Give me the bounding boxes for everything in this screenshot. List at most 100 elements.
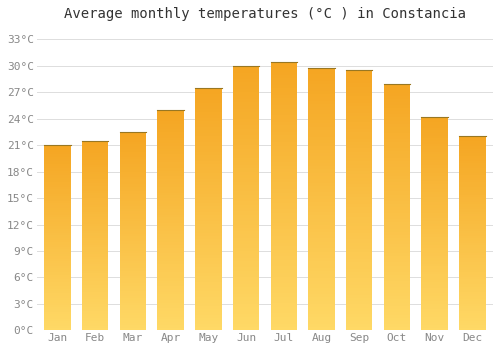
Bar (459, 158, 485, 161)
Bar (158, 118, 184, 121)
Bar (233, 86, 259, 89)
Bar (384, 161, 410, 164)
Bar (346, 252, 372, 256)
Bar (233, 297, 259, 301)
Bar (346, 298, 372, 301)
Bar (270, 72, 297, 75)
Bar (270, 320, 297, 323)
Bar (233, 188, 259, 191)
Bar (422, 173, 448, 176)
Bar (308, 245, 334, 248)
Bar (270, 314, 297, 317)
Bar (233, 317, 259, 320)
Bar (422, 224, 448, 226)
Bar (195, 188, 222, 191)
Bar (270, 112, 297, 115)
Bar (459, 316, 485, 318)
Bar (195, 139, 222, 142)
Bar (158, 132, 184, 135)
Bar (422, 146, 448, 149)
Bar (82, 326, 108, 328)
Bar (82, 217, 108, 219)
Bar (120, 266, 146, 268)
Bar (120, 236, 146, 239)
Bar (459, 231, 485, 233)
Bar (422, 133, 448, 136)
Bar (44, 194, 70, 196)
Bar (459, 299, 485, 301)
Bar (44, 249, 70, 252)
Bar (308, 284, 334, 288)
Bar (422, 197, 448, 199)
Bar (44, 302, 70, 305)
Bar (384, 253, 410, 256)
Bar (44, 219, 70, 222)
Bar (422, 216, 448, 218)
Bar (422, 120, 448, 122)
Bar (384, 287, 410, 290)
Bar (270, 142, 297, 146)
Bar (158, 306, 184, 308)
Bar (459, 214, 485, 216)
Bar (233, 92, 259, 96)
Bar (82, 316, 108, 318)
Bar (459, 323, 485, 326)
Bar (195, 97, 222, 100)
Bar (195, 164, 222, 167)
Bar (120, 251, 146, 253)
Bar (233, 159, 259, 162)
Bar (44, 300, 70, 302)
Bar (233, 76, 259, 79)
Bar (195, 179, 222, 182)
Bar (270, 290, 297, 293)
Bar (308, 166, 334, 169)
Bar (44, 321, 70, 323)
Bar (158, 198, 184, 201)
Bar (346, 90, 372, 93)
Bar (120, 134, 146, 137)
Bar (44, 152, 70, 154)
Bar (120, 159, 146, 162)
Bar (384, 105, 410, 108)
Bar (346, 106, 372, 109)
Bar (346, 152, 372, 155)
Bar (120, 241, 146, 244)
Bar (270, 135, 297, 139)
Bar (44, 175, 70, 177)
Bar (308, 265, 334, 268)
Bar (459, 148, 485, 151)
Bar (384, 225, 410, 229)
Bar (346, 77, 372, 80)
Bar (195, 185, 222, 188)
Bar (308, 74, 334, 78)
Bar (158, 176, 184, 179)
Bar (308, 229, 334, 232)
Bar (384, 318, 410, 321)
Bar (158, 286, 184, 289)
Bar (44, 328, 70, 330)
Bar (82, 323, 108, 326)
Bar (195, 318, 222, 321)
Bar (233, 152, 259, 155)
Bar (233, 310, 259, 314)
Bar (308, 196, 334, 199)
Bar (44, 189, 70, 191)
Bar (233, 205, 259, 208)
Bar (233, 238, 259, 241)
Bar (82, 150, 108, 153)
Bar (233, 168, 259, 172)
Bar (308, 258, 334, 261)
Bar (270, 256, 297, 260)
Bar (384, 111, 410, 114)
Bar (459, 199, 485, 202)
Bar (308, 235, 334, 238)
Bar (158, 110, 184, 113)
Bar (195, 200, 222, 203)
Bar (158, 209, 184, 212)
Bar (270, 105, 297, 108)
Bar (346, 86, 372, 90)
Bar (384, 167, 410, 170)
Bar (233, 178, 259, 182)
Bar (158, 182, 184, 184)
Bar (120, 152, 146, 154)
